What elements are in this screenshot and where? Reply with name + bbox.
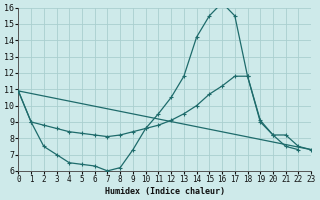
X-axis label: Humidex (Indice chaleur): Humidex (Indice chaleur)	[105, 187, 225, 196]
